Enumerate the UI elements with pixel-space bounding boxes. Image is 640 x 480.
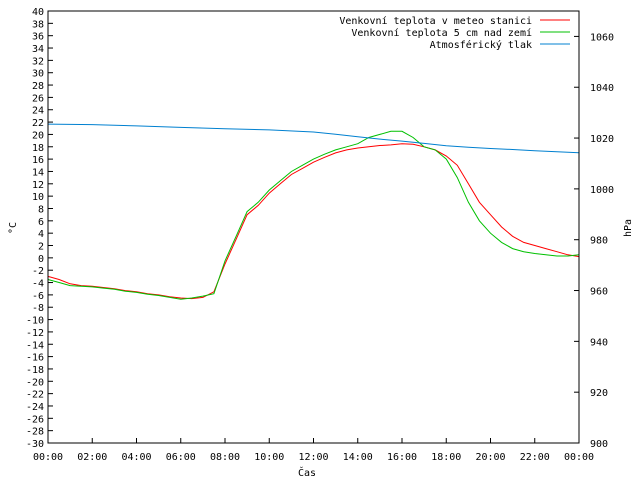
- y-tick-label: 6: [38, 217, 44, 228]
- y-tick-label: 18: [32, 143, 44, 154]
- x-tick-label: 00:00: [33, 452, 63, 463]
- y-tick-label: -10: [26, 316, 44, 327]
- series-outdoor-temp-line: [47, 143, 580, 300]
- y-tick-label: 16: [32, 155, 44, 166]
- legend-label-pressure: Atmosférický tlak: [430, 39, 532, 51]
- y-tick-label: 40: [32, 7, 44, 18]
- x-tick-label: 18:00: [431, 452, 461, 463]
- y-tick-label: 8: [38, 204, 44, 215]
- series-pressure-line: [47, 123, 580, 154]
- x-tick-label: 04:00: [121, 452, 151, 463]
- x-tick-label: 08:00: [210, 452, 240, 463]
- y-tick-label: 30: [32, 69, 44, 80]
- y-tick-label: 26: [32, 93, 44, 104]
- y2-tick-label: 1000: [590, 185, 614, 196]
- y2-axis-label: hPa: [623, 219, 634, 237]
- y2-tick-label: 900: [590, 439, 608, 450]
- y-tick-label: 24: [32, 106, 44, 117]
- y-tick-label: 38: [32, 19, 44, 30]
- x-tick-label: 00:00: [564, 452, 594, 463]
- x-tick-label: 12:00: [298, 452, 328, 463]
- y-tick-label: 0: [38, 254, 44, 265]
- y-tick-label: -24: [26, 402, 44, 413]
- y2-tick-label: 1060: [590, 32, 614, 43]
- y2-tick-label: 1040: [590, 83, 614, 94]
- y-tick-label: -4: [32, 279, 44, 290]
- y-tick-label: -12: [26, 328, 44, 339]
- y-tick-label: -18: [26, 365, 44, 376]
- y-tick-label: 10: [32, 192, 44, 203]
- y-tick-label: 12: [32, 180, 44, 191]
- x-tick-label: 10:00: [254, 452, 284, 463]
- legend: Venkovní teplota v meteo stanici Venkovn…: [339, 15, 570, 51]
- x-tick-label: 20:00: [475, 452, 505, 463]
- y-tick-label: -26: [26, 414, 44, 425]
- y-tick-label: -22: [26, 390, 44, 401]
- y-tick-label: 36: [32, 32, 44, 43]
- y-tick-label: -6: [32, 291, 44, 302]
- y-tick-label: -8: [32, 303, 44, 314]
- y2-tick-label: 940: [590, 337, 608, 348]
- legend-label-ground-temp: Venkovní teplota 5 cm nad zemí: [351, 27, 532, 39]
- x-tick-label: 02:00: [77, 452, 107, 463]
- series-ground-temp-line: [47, 130, 580, 300]
- x-tick-label: 14:00: [343, 452, 373, 463]
- y-tick-label: 4: [38, 229, 44, 240]
- legend-label-outdoor-temp: Venkovní teplota v meteo stanici: [339, 15, 532, 27]
- x-tick-label: 06:00: [166, 452, 196, 463]
- series-layer: [47, 123, 580, 300]
- y-tick-label: -2: [32, 266, 44, 277]
- y-axis-label: °C: [8, 222, 19, 234]
- y-tick-label: 2: [38, 242, 44, 253]
- y-tick-label: 22: [32, 118, 44, 129]
- x-tick-label: 22:00: [520, 452, 550, 463]
- y2-tick-label: 980: [590, 236, 608, 247]
- y-tick-label: -30: [26, 439, 44, 450]
- y-tick-label: -14: [26, 340, 44, 351]
- x-tick-label: 16:00: [387, 452, 417, 463]
- y2-tick-label: 1020: [590, 134, 614, 145]
- y-tick-label: -28: [26, 427, 44, 438]
- y-tick-label: 20: [32, 130, 44, 141]
- y2-tick-label: 920: [590, 388, 608, 399]
- y-tick-label: -16: [26, 353, 44, 364]
- y-tick-label: 28: [32, 81, 44, 92]
- y-tick-label: 34: [32, 44, 44, 55]
- tick-layer: 4038363432302826242220181614121086420-2-…: [26, 7, 614, 463]
- x-axis-label: Čas: [298, 466, 316, 479]
- y-tick-label: 14: [32, 167, 44, 178]
- y-tick-label: -20: [26, 377, 44, 388]
- y-tick-label: 32: [32, 56, 44, 67]
- plot-frame: [47, 10, 580, 444]
- y2-tick-label: 960: [590, 287, 608, 298]
